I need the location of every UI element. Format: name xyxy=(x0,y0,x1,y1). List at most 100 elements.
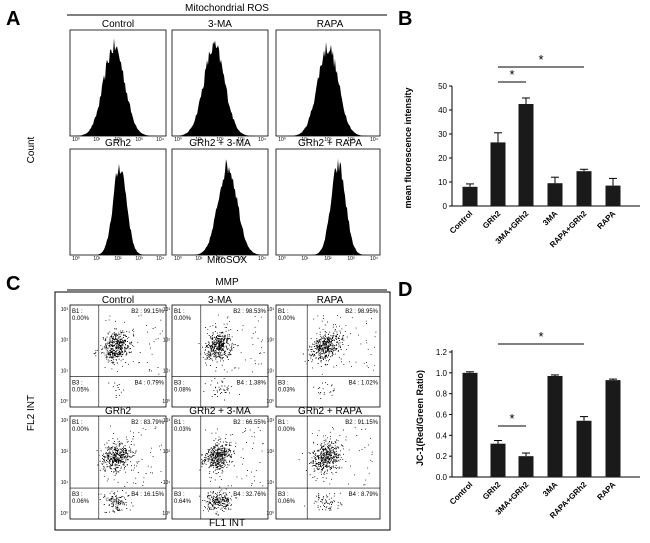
quadrant-label-b3: B3 : xyxy=(278,492,289,498)
dotplot-events xyxy=(199,426,264,516)
histogram-distribution xyxy=(172,40,268,137)
quadrant-label-b2: B2 : 66.55% xyxy=(233,420,266,426)
dotplot-y-tick: 10² xyxy=(61,338,69,344)
bar-3ma-grh2 xyxy=(518,104,534,206)
dotplot-y-tick: 10¹ xyxy=(61,368,69,374)
y-tick-label: 1.0 xyxy=(436,369,448,378)
quadrant-label-b2: B2 : 91.15% xyxy=(345,420,378,426)
panel-b: mean fluorescence intensity 0 10 20 30 40 50 C… xyxy=(403,52,640,249)
panel-b-ylabel: mean fluorescence intensity xyxy=(403,87,413,208)
dotplot-y-tick: 10¹ xyxy=(163,480,171,486)
histogram-x-tick: 10⁴ xyxy=(370,256,378,262)
dotplot-y-tick: 10² xyxy=(163,338,171,344)
histogram-x-tick: 10⁴ xyxy=(370,137,378,143)
bar-rapa-grh2 xyxy=(576,420,592,477)
bar-rapa xyxy=(605,380,621,477)
quadrant-label-b3: B3 : xyxy=(174,380,185,386)
dotplot-y-tick: 10³ xyxy=(61,418,69,424)
panel-c-label-rapa: RAPA xyxy=(317,295,344,306)
x-tick-label: RAPA xyxy=(595,480,617,502)
quadrant-label-b4: B4 : 32.76% xyxy=(233,492,266,498)
significance-marker: * xyxy=(509,411,514,426)
quadrant-value-b1: 0.00% xyxy=(72,427,90,433)
panel-c-ylabel: FL2 INT xyxy=(26,395,37,431)
histogram-x-tick: 10⁴ xyxy=(156,256,164,262)
quadrant-label-b3: B3 : xyxy=(72,380,83,386)
dotplot-events xyxy=(298,426,373,511)
quadrant-label-b3: B3 : xyxy=(72,492,83,498)
dotplot-y-tick: 10⁰ xyxy=(60,399,68,405)
panel-c-label-grh2-3ma: GRh2 + 3-MA xyxy=(189,406,251,417)
y-tick-label: 1.2 xyxy=(436,348,448,357)
dotplot-y-tick: 10³ xyxy=(61,307,69,313)
bar-3ma xyxy=(547,183,563,206)
quadrant-label-b3: B3 : xyxy=(278,380,289,386)
dotplot-y-tick: 10¹ xyxy=(163,368,171,374)
histogram-x-tick: 10¹ xyxy=(195,137,203,143)
quadrant-label-b3: B3 : xyxy=(174,492,185,498)
panel-c-label-control: Control xyxy=(102,295,134,306)
bar-rapa xyxy=(605,185,621,206)
panel-c-label-3ma: 3-MA xyxy=(208,295,232,306)
histogram-x-tick: 10³ xyxy=(237,256,245,262)
dotplot-y-tick: 10³ xyxy=(267,418,275,424)
bar-grh2 xyxy=(490,142,506,206)
dotplot-y-tick: 10¹ xyxy=(61,480,69,486)
histogram-x-tick: 10² xyxy=(114,137,122,143)
histogram-x-tick: 10³ xyxy=(135,137,143,143)
quadrant-value-b3: 0.06% xyxy=(278,499,296,505)
panel-c-dotplots: B1 :0.00%B2 : 99.15%B3 :0.05%B4 : 0.79%1… xyxy=(60,304,381,520)
dotplot-y-tick: 10¹ xyxy=(267,368,275,374)
histogram-x-tick: 10² xyxy=(216,256,224,262)
dotplot-y-tick: 10⁰ xyxy=(162,511,170,517)
bar-control xyxy=(462,186,478,206)
quadrant-label-b2: B2 : 99.15% xyxy=(131,309,164,315)
y-tick-label: 0.2 xyxy=(436,452,448,461)
quadrant-value-b3: 0.06% xyxy=(72,499,90,505)
x-tick-label: Control xyxy=(448,480,474,506)
dotplot-y-tick: 10² xyxy=(267,449,275,455)
x-tick-label: RAPA xyxy=(595,209,617,231)
panel-a-histograms: 10⁰ 10¹ 10² 10³ 10⁴ 10⁰ 10¹ 10² 10³ 10⁴ 10⁰ 10¹ 10² 1… xyxy=(69,29,381,262)
quadrant-label-b1: B1 : xyxy=(72,309,83,315)
histogram-x-tick: 10² xyxy=(324,137,332,143)
quadrant-label-b1: B1 : xyxy=(278,309,289,315)
histogram-x-tick: 10¹ xyxy=(301,137,309,143)
histogram-distribution xyxy=(172,159,268,255)
panel-label-c: C xyxy=(6,273,20,295)
quadrant-label-b2: B2 : 98.53% xyxy=(233,309,266,315)
histogram-x-tick: 10³ xyxy=(347,256,355,262)
histogram-x-tick: 10⁰ xyxy=(174,137,182,143)
histogram-x-tick: 10² xyxy=(324,256,332,262)
panel-a-label-rapa: RAPA xyxy=(317,19,344,30)
histogram-x-tick: 10⁴ xyxy=(258,256,266,262)
y-tick-label: 40 xyxy=(438,106,447,115)
y-tick-label: 0 xyxy=(443,202,448,211)
dotplot-y-tick: 10³ xyxy=(267,307,275,313)
y-tick-label: 30 xyxy=(438,130,447,139)
quadrant-label-b4: B4 : 1.02% xyxy=(349,380,379,386)
x-tick-label: Control xyxy=(448,209,474,235)
dotplot-events xyxy=(302,315,377,399)
histogram-x-tick: 10¹ xyxy=(93,137,101,143)
dotplot-y-tick: 10⁰ xyxy=(60,511,68,517)
panel-label-a: A xyxy=(6,8,20,30)
histogram-distribution xyxy=(276,158,380,255)
histogram-x-tick: 10⁰ xyxy=(278,256,286,262)
dotplot-y-tick: 10¹ xyxy=(267,480,275,486)
quadrant-label-b1: B1 : xyxy=(174,309,185,315)
x-tick-label: GRh2 xyxy=(481,480,503,502)
dotplot-y-tick: 10² xyxy=(163,449,171,455)
dotplot-y-tick: 10⁰ xyxy=(266,511,274,517)
histogram-x-tick: 10¹ xyxy=(93,256,101,262)
quadrant-label-b1: B1 : xyxy=(278,420,289,426)
histogram-x-tick: 10² xyxy=(114,256,122,262)
histogram-distribution xyxy=(276,41,380,136)
histogram-x-tick: 10⁴ xyxy=(258,137,266,143)
panel-a-xlabel: MitoSOX xyxy=(207,255,247,266)
quadrant-label-b1: B1 : xyxy=(72,420,83,426)
panel-d-ylabel: JC-1(Red/Green Ratio) xyxy=(415,370,425,466)
